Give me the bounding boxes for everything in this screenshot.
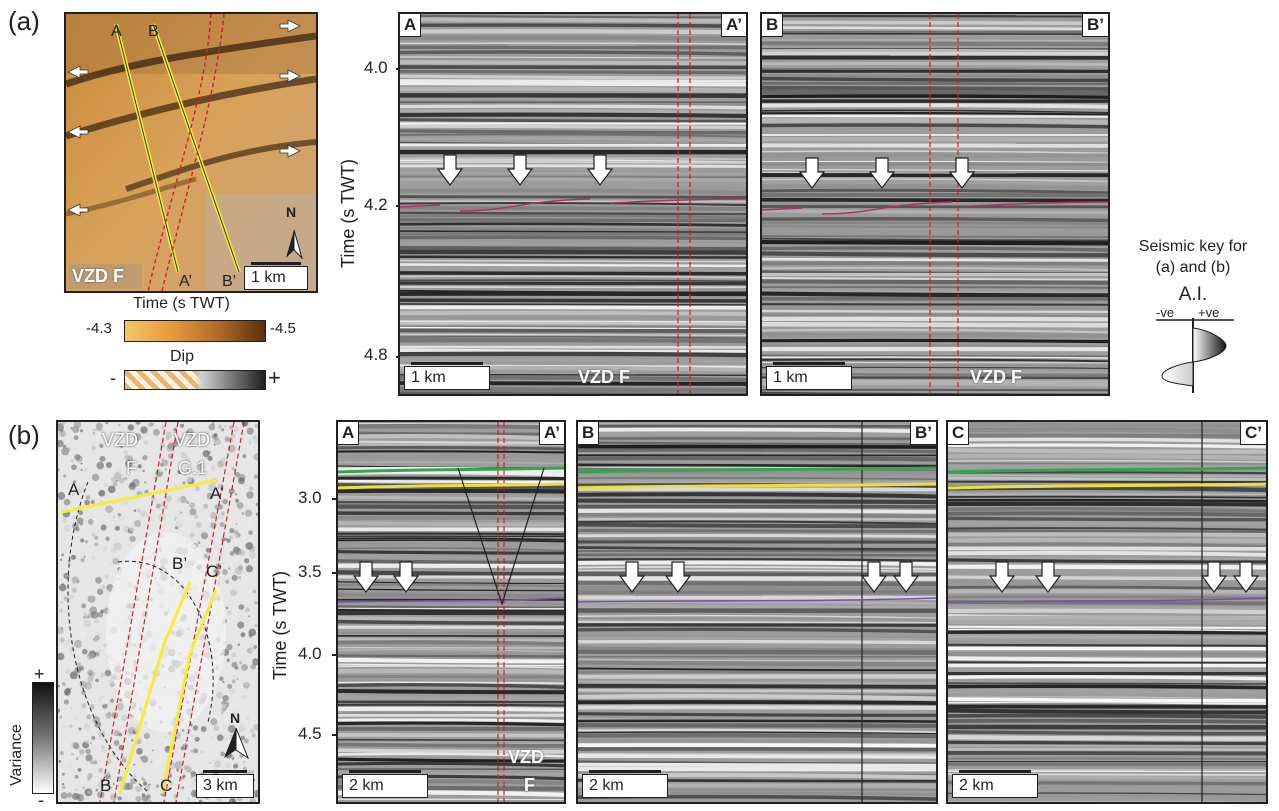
map-b-north-label: N	[230, 710, 241, 726]
map-a-line-b: B	[148, 23, 159, 40]
seismic-section-b-a-a-prime: A A’ 2 km VZD F	[336, 420, 566, 804]
seismic-key-line2: (a) and (b)	[1155, 259, 1231, 276]
section-bc-start-label: C	[948, 422, 970, 445]
time-colorbar-title: Time (s TWT)	[133, 295, 230, 312]
section-ba-scale-bar: 2 km	[342, 770, 428, 798]
section-ba-start-label: A	[338, 422, 360, 445]
map-b-line-c-prime: C’	[206, 562, 223, 581]
section-ba-fault-label-2: F	[524, 775, 535, 795]
panel-a-time-map: A B A’ B’ VZD F N 1 km	[64, 12, 318, 293]
map-a-fault-label: VZD F	[72, 266, 124, 286]
variance-minus: -	[38, 790, 44, 810]
variance-title: Variance	[8, 724, 25, 786]
panel-b-tick-2: 3.5	[298, 562, 322, 581]
variance-plus: +	[34, 664, 45, 684]
panel-a-tick-3: 4.8	[364, 345, 388, 364]
dip-colorbar-title: Dip	[170, 348, 195, 365]
panel-b-variance-map: VZD F VZD G.1 A A’ B’ C’ B C N 3 km	[56, 420, 260, 804]
section-b-scale-bar: 1 km	[766, 362, 852, 390]
map-a-line-b-prime: B’	[222, 273, 236, 290]
dip-colorbar-plus: +	[268, 365, 281, 390]
map-b-fault-f-line1: VZD	[102, 430, 138, 450]
panel-a-tick-1: 4.0	[364, 58, 388, 77]
map-b-line-b: B	[100, 776, 112, 795]
dip-colorbar-minus: -	[110, 368, 116, 388]
panel-b-tick-3: 4.0	[298, 644, 322, 663]
map-a-line-a-prime: A’	[179, 273, 192, 290]
section-b-fault-label: VZD F	[970, 367, 1022, 387]
panel-a-y-axis-title: Time (s TWT)	[338, 159, 358, 268]
section-a-fault-label: VZD F	[578, 367, 630, 387]
section-bc-end-label: C’	[1240, 422, 1266, 445]
map-b-line-c: C	[160, 776, 173, 795]
time-colorbar	[124, 320, 266, 342]
panel-b-label: (b)	[8, 420, 40, 450]
north-arrow-icon	[224, 728, 250, 760]
seismic-key-neg: -ve	[1156, 305, 1175, 320]
section-bb-end-label: B’	[910, 422, 936, 445]
section-a-end-label: A’	[720, 14, 746, 37]
section-a-start-label: A	[400, 14, 422, 37]
section-b-start-label: B	[762, 14, 784, 37]
map-b-fault-g-line1: VZD	[174, 430, 210, 450]
map-b-line-a: A	[68, 480, 80, 499]
map-a-line-a: A	[111, 23, 122, 40]
dip-colorbar	[124, 370, 266, 390]
panel-b-tick-4: 4.5	[298, 724, 322, 743]
panel-a-tick-2: 4.2	[364, 195, 388, 214]
map-a-north-label: N	[286, 204, 297, 220]
section-bc-scale-bar: 2 km	[952, 770, 1038, 798]
section-a-scale-bar: 1 km	[404, 362, 490, 390]
map-a-scale-bar: 1 km	[244, 262, 308, 290]
variance-colorbar	[32, 682, 54, 794]
seismic-key-pos: +ve	[1198, 305, 1220, 320]
time-structure-map: A B A’ B’	[66, 14, 316, 291]
seismic-key-ai: A.I.	[1178, 284, 1208, 305]
panel-b-tick-1: 3.0	[298, 488, 322, 507]
map-b-fault-f-line2: F	[126, 458, 137, 478]
section-bb-start-label: B	[578, 422, 600, 445]
time-colorbar-min: -4.3	[86, 320, 112, 337]
seismic-key-line1: Seismic key for	[1138, 238, 1248, 255]
map-b-line-a-prime: A’	[210, 484, 224, 503]
map-b-fault-g-line2: G.1	[178, 458, 208, 478]
seismic-section-b-b-prime: B B’ 1 km VZD F	[760, 12, 1110, 396]
seismic-section-b-c-c-prime: C C’ 2 km	[946, 420, 1268, 804]
seismic-section-b-b-b-prime: B B’ 2 km	[576, 420, 938, 804]
time-colorbar-max: -4.5	[270, 320, 296, 337]
seismic-section-a-a-prime: A A’ 1 km VZD F	[398, 12, 748, 396]
section-b-end-label: B’	[1082, 14, 1108, 37]
section-ba-fault-label-1: VZD	[508, 747, 544, 767]
panel-b-y-axis-title: Time (s TWT)	[270, 571, 290, 680]
seismic-key-wavelet	[1156, 318, 1234, 393]
section-ba-end-label: A’	[538, 422, 564, 445]
map-b-line-b-prime: B’	[172, 554, 188, 573]
panel-a-label: (a)	[8, 6, 40, 36]
map-b-scale-bar: 3 km	[196, 770, 254, 798]
section-bb-scale-bar: 2 km	[582, 770, 668, 798]
